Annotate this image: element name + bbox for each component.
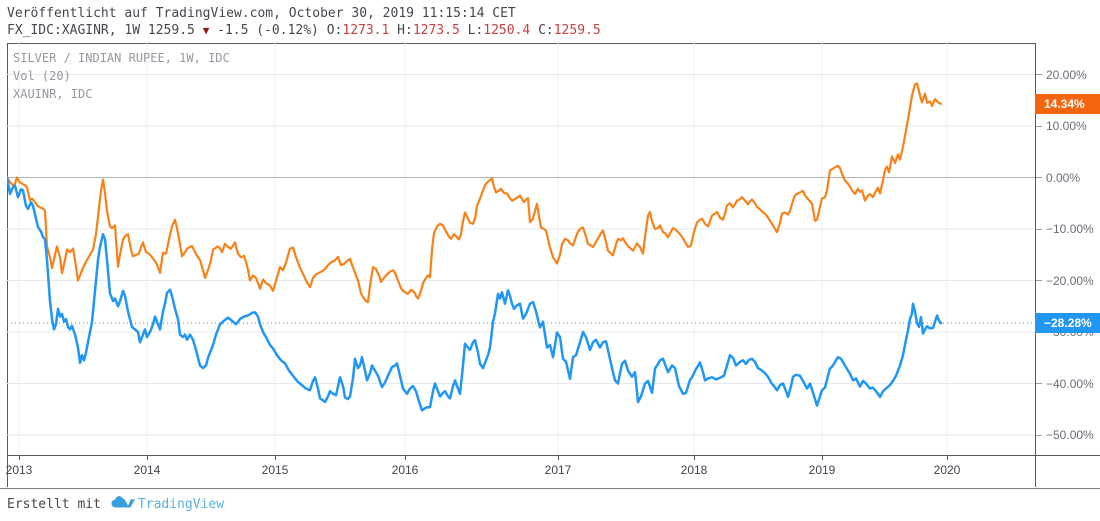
low-label: L: [467, 23, 484, 38]
low-value: 1250.4 [483, 23, 531, 38]
published-info-line: Veröffentlicht auf TradingView.com, Octo… [7, 6, 516, 21]
price-chart-plot[interactable] [7, 43, 1035, 455]
created-with-label: Erstellt mit [7, 496, 101, 512]
price-axis-separator [1035, 43, 1036, 487]
down-arrow-icon: ▼ [202, 24, 210, 37]
time-axis-tick [822, 456, 823, 460]
time-axis-tick [694, 456, 695, 460]
open-value: 1273.1 [342, 23, 390, 38]
time-axis-tick [947, 456, 948, 460]
time-axis-label: 2014 [133, 463, 161, 477]
symbol-name: FX_IDC:XAGINR, [7, 23, 117, 38]
chart-frame-top [7, 43, 1035, 44]
time-axis-tick [147, 456, 148, 460]
legend-volume: Vol (20) [13, 69, 71, 83]
open-label: O: [326, 23, 343, 38]
tradingview-brand-text[interactable]: TradingView [137, 496, 225, 512]
price-axis-label: 10.00% [1036, 118, 1087, 134]
price-label-xaginr: −28.28% [1035, 313, 1100, 334]
close-label: C: [538, 23, 554, 38]
legend-compare-symbol: XAUINR, IDC [13, 87, 93, 101]
time-axis-tick [558, 456, 559, 460]
high-value: 1273.5 [412, 23, 460, 38]
time-axis-label: 2018 [680, 463, 708, 477]
tradingview-logo-icon[interactable] [111, 494, 135, 514]
time-axis-tick [405, 456, 406, 460]
chart-legend: SILVER / INDIAN RUPEE, 1W, IDC Vol (20) … [13, 49, 230, 103]
price-axis-label: −20.00% [1036, 273, 1094, 289]
price-axis-label: 20.00% [1036, 67, 1087, 83]
change-text: -1.5 (-0.12%) [217, 23, 319, 38]
high-label: H: [397, 23, 413, 38]
footer-divider [0, 488, 1100, 489]
time-axis-label: 2017 [544, 463, 572, 477]
price-label-xauinr: 14.34% [1035, 93, 1100, 114]
price-axis-label: −50.00% [1036, 427, 1094, 443]
time-axis-label: 2016 [391, 463, 419, 477]
time-axis-separator [7, 455, 1100, 456]
time-axis-label: 2015 [261, 463, 289, 477]
footer: Erstellt mit TradingView [7, 494, 224, 514]
chart-frame-left [7, 43, 8, 487]
time-axis-tick [19, 456, 20, 460]
close-value: 1259.5 [553, 23, 601, 38]
price-axis-label: 0.00% [1036, 170, 1080, 186]
legend-main-symbol: SILVER / INDIAN RUPEE, 1W, IDC [13, 51, 230, 65]
last-price: 1259.5 [147, 23, 195, 38]
time-axis-label: 2019 [808, 463, 836, 477]
time-axis-label: 2020 [933, 463, 961, 477]
price-axis[interactable]: 20.00%10.00%0.00%−10.00%−20.00%−30.00%−4… [1035, 43, 1100, 455]
symbol-ohlc-line: FX_IDC:XAGINR, 1W 1259.5 ▼ -1.5 (-0.12%)… [7, 23, 601, 38]
interval-label: 1W [124, 23, 141, 38]
time-axis-label: 2013 [5, 463, 33, 477]
time-axis[interactable]: 2013 2014 2015 2016 2017 2018 2019 2020 [0, 455, 1100, 487]
time-axis-tick [275, 456, 276, 460]
price-axis-label: −10.00% [1036, 221, 1094, 237]
price-axis-label: −40.00% [1036, 376, 1094, 392]
